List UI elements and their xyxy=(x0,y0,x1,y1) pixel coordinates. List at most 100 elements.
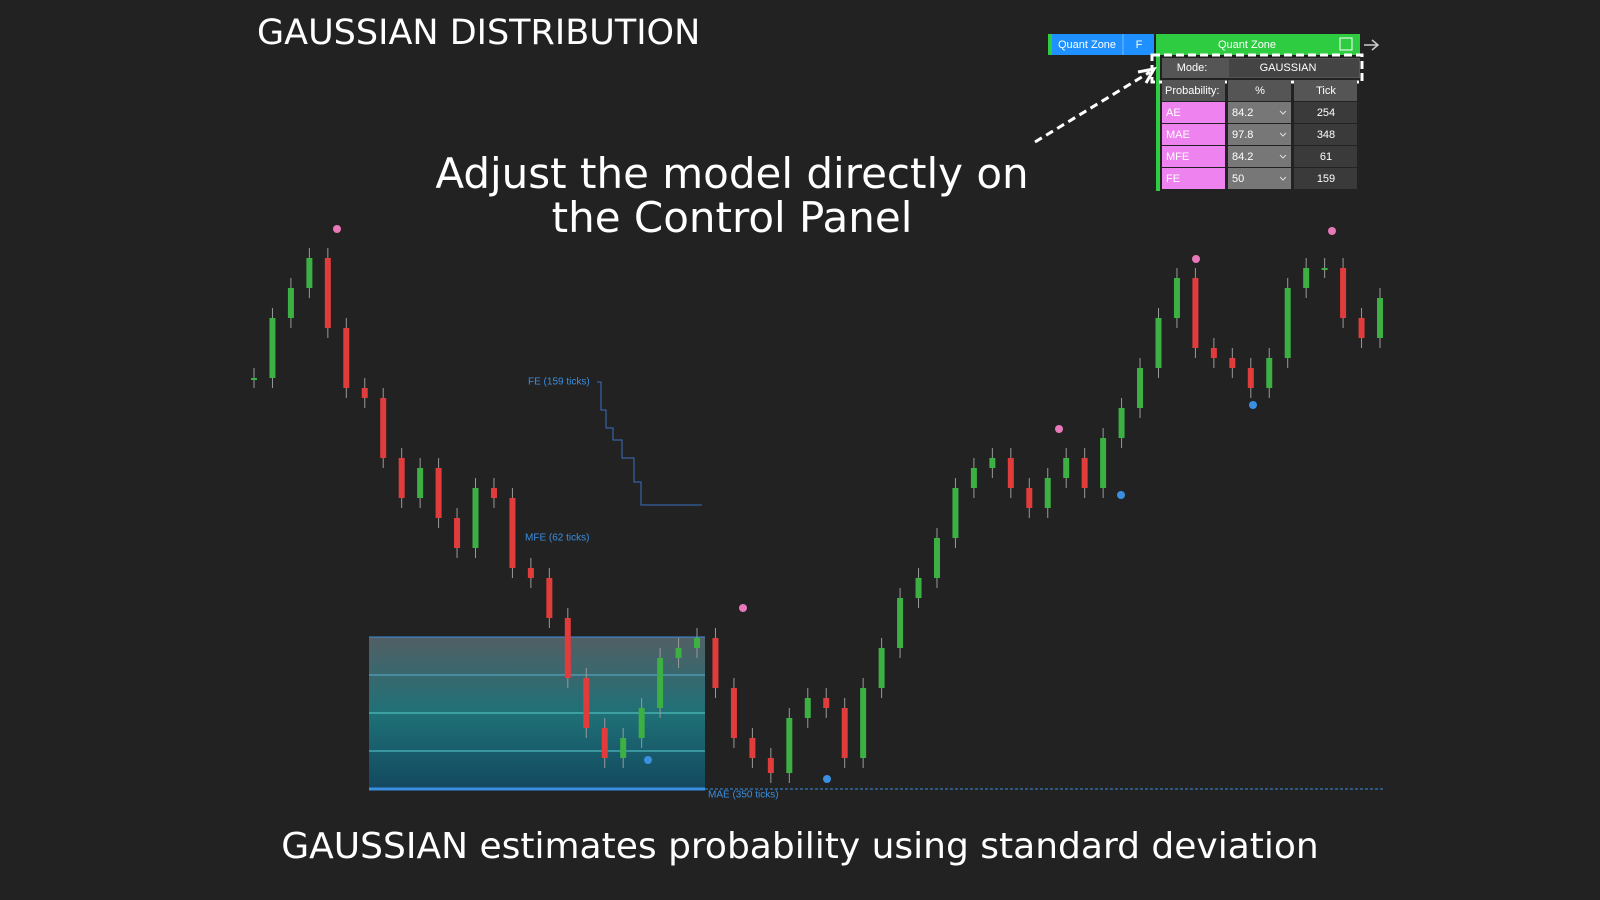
candle xyxy=(1192,278,1199,348)
candle xyxy=(269,318,276,378)
candle xyxy=(1358,318,1365,338)
cell-text[interactable]: 97.8 xyxy=(1232,129,1253,141)
cell xyxy=(1162,102,1225,123)
candle xyxy=(749,738,756,758)
chevron[interactable] xyxy=(1279,110,1287,115)
candle xyxy=(860,688,867,758)
tab[interactable]: F xyxy=(1136,39,1143,51)
cell xyxy=(1162,168,1225,189)
mode-value[interactable]: GAUSSIAN xyxy=(1260,62,1317,74)
cell[interactable] xyxy=(1228,168,1291,189)
candle xyxy=(472,488,479,548)
candle xyxy=(1266,358,1273,388)
mae-label: MAE (350 ticks) xyxy=(708,790,779,801)
cell xyxy=(1294,102,1357,123)
candle xyxy=(1044,478,1051,508)
candle xyxy=(1247,368,1254,388)
candle xyxy=(804,698,811,718)
cell-text: MFE xyxy=(1166,151,1189,163)
cell-text: MAE xyxy=(1166,129,1190,141)
candle xyxy=(1173,278,1180,318)
table: Probability:% Tick AE 84.2 254 MAE 97.8 348 MFE 8… xyxy=(1162,80,1357,189)
candle xyxy=(454,518,461,548)
candles xyxy=(251,248,1383,783)
candle xyxy=(398,458,405,498)
candle xyxy=(1210,348,1217,358)
cell xyxy=(1162,124,1225,145)
control-panel: Quant Zone F Quant Zone Mode: GAUSSIAN P… xyxy=(1034,34,1380,191)
mode-select[interactable] xyxy=(1229,59,1359,77)
candle xyxy=(435,468,442,518)
candle xyxy=(1229,358,1236,368)
chevron[interactable] xyxy=(1279,176,1287,181)
candle xyxy=(251,378,257,380)
candle xyxy=(1026,488,1033,508)
mode-label: Mode: xyxy=(1177,62,1208,74)
candle xyxy=(564,618,571,678)
candle xyxy=(1063,458,1070,478)
arrow-icon[interactable] xyxy=(1364,39,1380,51)
header-cell xyxy=(1294,80,1357,101)
candle xyxy=(1340,268,1347,318)
candle xyxy=(767,758,774,773)
popout-icon[interactable] xyxy=(1339,37,1353,51)
candle xyxy=(417,468,424,498)
candle xyxy=(1118,408,1125,438)
cell-text[interactable]: 50 xyxy=(1232,173,1244,185)
mfe-label: MFE (62 ticks) xyxy=(525,533,589,544)
candle xyxy=(620,738,627,758)
cell-text: 348 xyxy=(1317,129,1335,141)
cell[interactable] xyxy=(1228,124,1291,145)
cell[interactable] xyxy=(1228,146,1291,167)
cell xyxy=(1162,146,1225,167)
candle xyxy=(1100,438,1107,488)
candle xyxy=(380,398,387,458)
candle xyxy=(361,388,368,398)
annotation: Adjust the model directly on xyxy=(435,149,1028,198)
candle xyxy=(694,638,701,648)
candle xyxy=(1377,298,1383,338)
candle xyxy=(601,728,608,758)
candle xyxy=(527,568,534,578)
markers xyxy=(333,225,1336,783)
candle xyxy=(324,258,331,328)
chevron[interactable] xyxy=(1279,154,1287,159)
header-text: Tick xyxy=(1316,85,1336,97)
title: GAUSSIAN DISTRIBUTION xyxy=(257,13,700,53)
candle xyxy=(786,718,793,773)
candle xyxy=(509,498,516,568)
header-text: Probability: xyxy=(1165,85,1219,97)
cell-text: 159 xyxy=(1317,173,1335,185)
header-cell xyxy=(1228,80,1291,101)
cell-text: 61 xyxy=(1320,151,1332,163)
candle xyxy=(490,488,497,498)
candle xyxy=(1081,458,1088,488)
candle xyxy=(306,258,313,288)
candle xyxy=(841,708,848,758)
tab[interactable]: Quant Zone xyxy=(1218,39,1276,51)
candle xyxy=(989,458,996,468)
candle xyxy=(1155,318,1162,368)
chevron[interactable] xyxy=(1279,132,1287,137)
candle xyxy=(657,658,664,708)
fe-label: FE (159 ticks) xyxy=(528,377,590,388)
annotation: the Control Panel xyxy=(552,193,913,242)
cell[interactable] xyxy=(1228,102,1291,123)
candle xyxy=(1303,268,1310,288)
header-cell xyxy=(1162,80,1225,101)
cell xyxy=(1294,124,1357,145)
cell-text[interactable]: 84.2 xyxy=(1232,151,1253,163)
candle xyxy=(675,648,682,658)
candle xyxy=(897,598,904,648)
candle xyxy=(1007,458,1014,488)
tab[interactable]: Quant Zone xyxy=(1058,39,1116,51)
candle xyxy=(952,488,959,538)
candle xyxy=(730,688,737,738)
candle xyxy=(1321,268,1328,270)
candle xyxy=(970,468,977,488)
cell-text: 254 xyxy=(1317,107,1335,119)
cell-text: AE xyxy=(1166,107,1181,119)
candle xyxy=(1137,368,1144,408)
cell-text[interactable]: 84.2 xyxy=(1232,107,1253,119)
